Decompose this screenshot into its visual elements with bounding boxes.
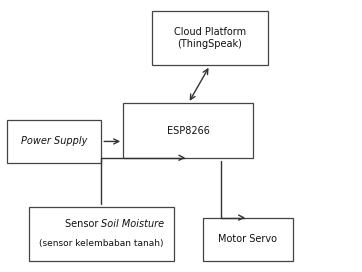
FancyBboxPatch shape (203, 218, 293, 261)
FancyBboxPatch shape (123, 103, 253, 158)
Text: Soil Moisture: Soil Moisture (101, 220, 164, 229)
Text: Cloud Platform
(ThingSpeak): Cloud Platform (ThingSpeak) (174, 27, 246, 49)
FancyBboxPatch shape (7, 120, 101, 163)
Text: Power Supply: Power Supply (21, 137, 88, 146)
Text: Sensor: Sensor (65, 220, 101, 229)
Text: ESP8266: ESP8266 (167, 126, 210, 135)
Text: (sensor kelembaban tanah): (sensor kelembaban tanah) (39, 239, 164, 248)
FancyBboxPatch shape (152, 11, 268, 65)
Text: Motor Servo: Motor Servo (219, 234, 277, 244)
FancyBboxPatch shape (29, 207, 174, 261)
